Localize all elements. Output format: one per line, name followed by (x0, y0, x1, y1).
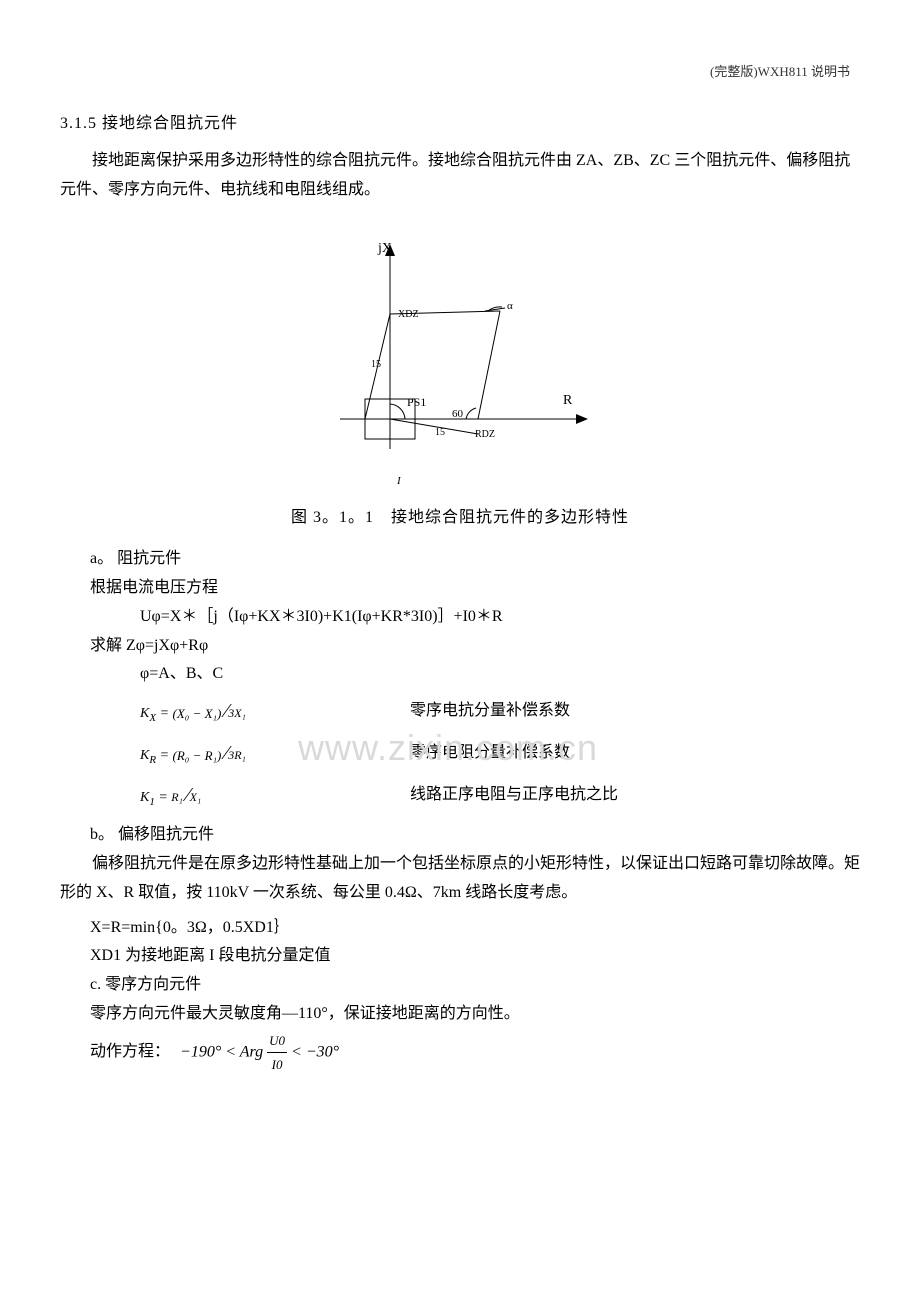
item-b-eq: X=R=min{0。3Ω，0.5XD1｝ (90, 914, 860, 943)
formula-k1: K1 = R₁ ⁄X₁ 线路正序电阻与正序电抗之比 (140, 777, 860, 813)
item-a-label: a。 阻抗元件 (90, 545, 860, 574)
angle-15-bottom: 15 (435, 427, 445, 438)
phi-line: φ=A、B、C (140, 660, 860, 689)
formula-kr: KR = (R₀ − R₁) ⁄3R₁ 零序电阻分量补偿系数 (140, 735, 860, 771)
axis-x-label: R (563, 393, 573, 408)
i-label: I (396, 475, 402, 487)
kr-lhs: KR = (R₀ − R₁) ⁄3R₁ (140, 735, 340, 771)
ps1-label: PS1 (407, 395, 426, 409)
item-b-note: XD1 为接地距离 I 段电抗分量定值 (90, 942, 860, 971)
item-b-label: b。 偏移阻抗元件 (90, 821, 860, 850)
rdz-label: RDZ (475, 429, 495, 440)
polygon-characteristic-svg: jX R α XDZ 15 PS1 60 15 RDZ I (310, 234, 610, 494)
section-heading: 3.1.5 接地综合阻抗元件 (60, 110, 860, 139)
item-a-eq1: Uφ=X＊［j（Iφ+KX＊3I0)+K1(Iφ+KR*3I0)］+I0＊R (140, 603, 860, 632)
diagram-caption: 图 3。1。1 接地综合阻抗元件的多边形特性 (60, 504, 860, 533)
axis-y-label: jX (377, 241, 392, 256)
item-c-label: c. 零序方向元件 (90, 971, 860, 1000)
action-equation: 动作方程： −190° < Arg U0 I0 < −30° (90, 1029, 860, 1077)
action-math: −190° < Arg U0 I0 < −30° (180, 1029, 339, 1077)
item-b-para: 偏移阻抗元件是在原多边形特性基础上加一个包括坐标原点的小矩形特性，以保证出口短路… (60, 850, 860, 908)
alpha-label: α (507, 300, 513, 312)
xdz-label: XDZ (398, 309, 419, 320)
section-number: 3.1.5 (60, 115, 97, 132)
section-title-text: 接地综合阻抗元件 (102, 115, 238, 132)
doc-header: (完整版)WXH811 说明书 (710, 60, 850, 83)
k1-desc: 线路正序电阻与正序电抗之比 (410, 781, 618, 810)
kx-desc: 零序电抗分量补偿系数 (410, 697, 570, 726)
formula-kx: KX = (X₀ − X₁) ⁄3X₁ 零序电抗分量补偿系数 (140, 693, 860, 729)
action-label: 动作方程： (90, 1038, 170, 1067)
angle-60: 60 (452, 408, 464, 420)
item-a-line2: 求解 Zφ=jXφ+Rφ (90, 632, 860, 661)
section-intro: 接地距离保护采用多边形特性的综合阻抗元件。接地综合阻抗元件由 ZA、ZB、ZC … (60, 147, 860, 205)
item-a-line1: 根据电流电压方程 (90, 574, 860, 603)
item-c-para: 零序方向元件最大灵敏度角—110°，保证接地距离的方向性。 (90, 1000, 860, 1029)
kr-desc: 零序电阻分量补偿系数 (410, 739, 570, 768)
k1-lhs: K1 = R₁ ⁄X₁ (140, 777, 340, 813)
impedance-diagram: jX R α XDZ 15 PS1 60 15 RDZ I (60, 234, 860, 494)
kx-lhs: KX = (X₀ − X₁) ⁄3X₁ (140, 693, 340, 729)
angle-15-left: 15 (371, 359, 381, 370)
